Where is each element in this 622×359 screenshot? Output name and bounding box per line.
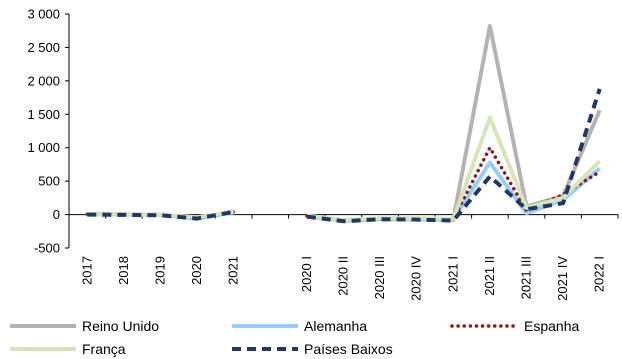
- legend-label: França: [82, 341, 126, 357]
- y-tick-label: -500: [34, 241, 60, 256]
- x-tick-label: 2018: [116, 256, 131, 285]
- y-axis: -500 0 500 1 000 1 500 2 000 2 500 3 000: [27, 7, 70, 256]
- legend: Reino Unido Alemanha Espanha França Países B…: [10, 318, 579, 357]
- legend-item: Reino Unido: [10, 318, 159, 334]
- legend-label: Espanha: [524, 318, 579, 334]
- x-tick-label: 2022 I: [592, 256, 607, 292]
- y-tick-label: 2 000: [27, 73, 60, 88]
- y-tick-label: 1 000: [27, 140, 60, 155]
- x-tick-label: 2017: [79, 256, 94, 285]
- y-tick-label: 0: [53, 207, 60, 222]
- legend-item: Alemanha: [232, 318, 367, 334]
- x-tick-label: 2019: [153, 256, 168, 285]
- y-tick-label: 500: [38, 174, 60, 189]
- legend-label: Alemanha: [304, 318, 367, 334]
- y-tick-label: 3 000: [27, 7, 60, 22]
- x-tick-label: 2020 II: [336, 256, 351, 296]
- x-tick-label: 2020 I: [299, 256, 314, 292]
- x-tick-label: 2021 I: [445, 256, 460, 292]
- x-tick-label: 2020 IV: [409, 256, 424, 301]
- x-axis: 2017 2018 2019 2020 2021 2020 I 2020 II 2020 II…: [68, 214, 619, 301]
- series-layer: [85, 24, 602, 224]
- legend-item: Países Baixos: [232, 341, 393, 357]
- x-tick-label: 2020 III: [372, 256, 387, 299]
- x-tick-label: 2021 IV: [555, 256, 570, 301]
- x-tick-label: 2021 II: [482, 256, 497, 296]
- legend-item: França: [10, 341, 126, 357]
- legend-label: Reino Unido: [82, 318, 159, 334]
- series-line-1: [87, 24, 602, 223]
- x-tick-label: 2021 III: [519, 256, 534, 299]
- y-tick-label: 1 500: [27, 107, 60, 122]
- x-tick-label: 2020: [189, 256, 204, 285]
- legend-item: Espanha: [450, 318, 579, 334]
- legend-label: Países Baixos: [304, 341, 393, 357]
- series-line-5: [87, 88, 602, 224]
- x-tick-label: 2021: [226, 256, 241, 285]
- y-tick-label: 2 500: [27, 40, 60, 55]
